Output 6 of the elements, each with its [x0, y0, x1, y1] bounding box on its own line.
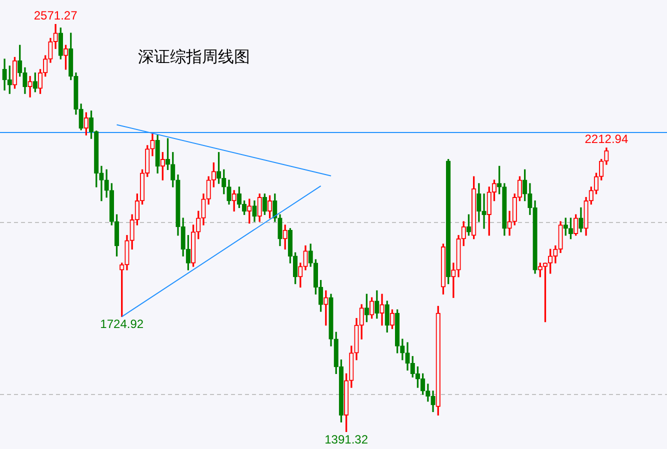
annotation: 1391.32: [324, 432, 368, 446]
annotation: 2212.94: [584, 132, 628, 146]
text: 深证综指周线图: [138, 47, 250, 66]
annotation: 2571.27: [34, 8, 78, 22]
candlestick: [451, 262, 456, 298]
annotation: 1724.92: [100, 316, 144, 331]
